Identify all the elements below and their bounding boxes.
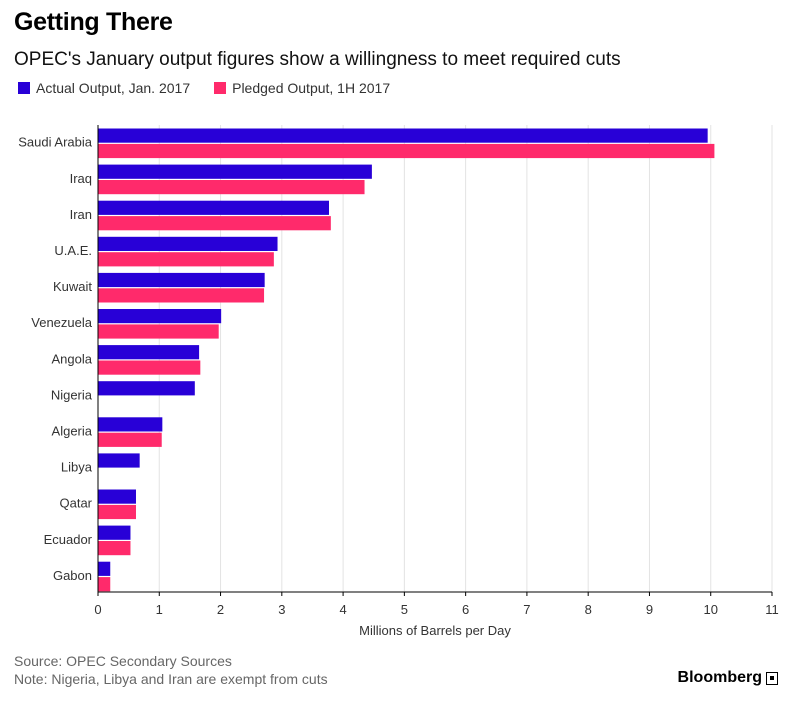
x-tick-label: 2 <box>217 602 224 617</box>
legend-label-actual: Actual Output, Jan. 2017 <box>36 80 191 96</box>
category-label: U.A.E. <box>54 243 92 258</box>
bar-pledged <box>98 288 265 303</box>
x-tick-label: 5 <box>401 602 408 617</box>
brand-label: Bloomberg <box>677 669 762 686</box>
bar-actual <box>98 272 265 288</box>
category-label: Nigeria <box>51 387 93 402</box>
x-tick-label: 1 <box>156 602 163 617</box>
legend-label-pledged: Pledged Output, 1H 2017 <box>232 80 391 96</box>
category-label: Iran <box>70 207 92 222</box>
legend-swatch-pledged <box>214 82 227 94</box>
bar-actual <box>98 381 195 396</box>
bar-actual <box>98 417 163 432</box>
chart-title: Getting There <box>14 8 173 36</box>
bar-actual <box>98 200 329 215</box>
category-label: Qatar <box>59 496 92 511</box>
x-axis-title: Millions of Barrels per Day <box>359 623 511 638</box>
x-tick-label: 3 <box>278 602 285 617</box>
source-note: Source: OPEC Secondary Sources <box>14 653 232 669</box>
x-tick-label: 9 <box>646 602 653 617</box>
bar-actual <box>98 236 278 251</box>
bloomberg-terminal-icon <box>766 671 778 685</box>
category-label: Libya <box>61 460 93 475</box>
bar-pledged <box>98 360 201 375</box>
x-tick-label: 4 <box>339 602 346 617</box>
category-label: Iraq <box>70 171 92 186</box>
x-tick-label: 10 <box>703 602 717 617</box>
bar-actual <box>98 525 131 540</box>
category-label: Saudi Arabia <box>18 135 92 150</box>
x-tick-label: 7 <box>523 602 530 617</box>
legend-item-pledged: Pledged Output, 1H 2017 <box>214 80 390 96</box>
bar-pledged <box>98 143 715 159</box>
bar-actual <box>98 561 111 576</box>
category-label: Gabon <box>53 568 92 583</box>
bar-actual <box>98 164 372 179</box>
legend-swatch-actual <box>18 82 30 94</box>
bar-actual <box>98 309 222 324</box>
bar-pledged <box>98 577 111 592</box>
category-label: Venezuela <box>31 315 92 330</box>
x-tick-label: 6 <box>462 602 469 617</box>
bar-actual <box>98 345 200 360</box>
bar-pledged <box>98 252 274 267</box>
category-label: Kuwait <box>53 279 92 294</box>
chart-subtitle: OPEC's January output figures show a wil… <box>14 49 621 70</box>
bloomberg-logo: Bloomberg <box>678 669 778 687</box>
bar-pledged <box>98 432 162 447</box>
x-tick-label: 8 <box>585 602 592 617</box>
x-tick-label: 0 <box>94 602 101 617</box>
bar-actual <box>98 489 136 504</box>
legend: Actual Output, Jan. 2017 Pledged Output,… <box>18 80 414 96</box>
category-label: Ecuador <box>44 532 93 547</box>
x-tick-label: 11 <box>765 602 779 617</box>
bar-actual <box>98 453 140 468</box>
bar-pledged <box>98 504 136 520</box>
legend-item-actual: Actual Output, Jan. 2017 <box>18 80 190 96</box>
category-label: Algeria <box>52 424 93 439</box>
bar-pledged <box>98 216 331 231</box>
bar-pledged <box>98 180 365 195</box>
category-label: Angola <box>52 351 93 366</box>
exemption-note: Note: Nigeria, Libya and Iran are exempt… <box>14 671 328 687</box>
bar-pledged <box>98 541 131 556</box>
bar-pledged <box>98 324 219 339</box>
bar-actual <box>98 128 708 143</box>
